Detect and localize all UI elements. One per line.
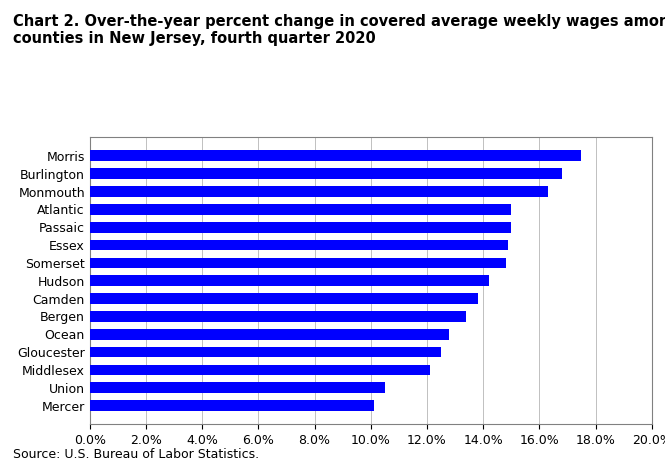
Text: Chart 2. Over-the-year percent change in covered average weekly wages among  the: Chart 2. Over-the-year percent change in… bbox=[13, 14, 665, 47]
Bar bbox=[90, 258, 505, 268]
Bar bbox=[90, 204, 511, 215]
Bar bbox=[90, 240, 509, 250]
Bar bbox=[90, 222, 511, 233]
Bar bbox=[90, 400, 374, 411]
Bar bbox=[90, 329, 450, 340]
Bar bbox=[90, 275, 489, 286]
Bar bbox=[90, 151, 581, 161]
Bar bbox=[90, 186, 548, 197]
Bar bbox=[90, 383, 385, 393]
Bar bbox=[90, 364, 430, 375]
Bar bbox=[90, 347, 441, 357]
Text: Source: U.S. Bureau of Labor Statistics.: Source: U.S. Bureau of Labor Statistics. bbox=[13, 448, 259, 461]
Bar bbox=[90, 168, 562, 179]
Bar bbox=[90, 293, 477, 304]
Bar bbox=[90, 311, 466, 322]
